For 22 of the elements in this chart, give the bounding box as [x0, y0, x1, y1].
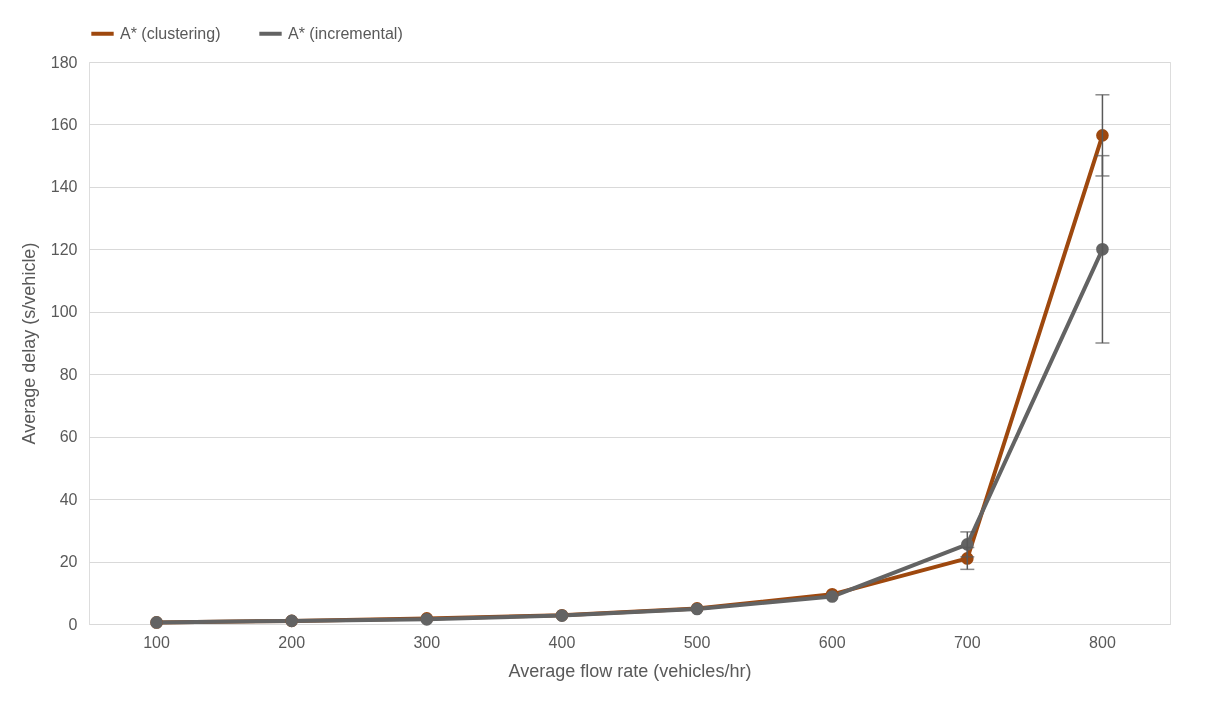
y-tick-label: 180: [50, 53, 78, 71]
x-tick-label: 700: [953, 633, 981, 651]
x-tick-label: 600: [818, 633, 846, 651]
x-tick-label: 100: [143, 633, 171, 651]
y-tick-label: 60: [59, 428, 78, 446]
y-tick-label: 20: [59, 553, 78, 571]
y-tick-label: 160: [50, 115, 78, 133]
x-tick-label: 800: [1089, 633, 1116, 651]
y-tick-label: 120: [50, 240, 78, 258]
x-tick-label: 500: [683, 633, 711, 651]
x-tick-label: 300: [413, 633, 441, 651]
y-tick-label: 140: [50, 178, 78, 196]
y-axis-title: Average delay (s/vehicle): [18, 242, 39, 445]
y-tick-label: 0: [68, 615, 78, 633]
y-tick-label: 80: [59, 365, 78, 383]
legend-label: A* (clustering): [120, 24, 221, 42]
x-tick-label: 400: [548, 633, 576, 651]
y-tick-label: 100: [50, 303, 78, 321]
legend-label: A* (incremental): [288, 24, 403, 42]
x-axis-title: Average flow rate (vehicles/hr): [508, 660, 752, 681]
y-tick-label: 40: [59, 490, 78, 508]
x-tick-label: 200: [278, 633, 306, 651]
